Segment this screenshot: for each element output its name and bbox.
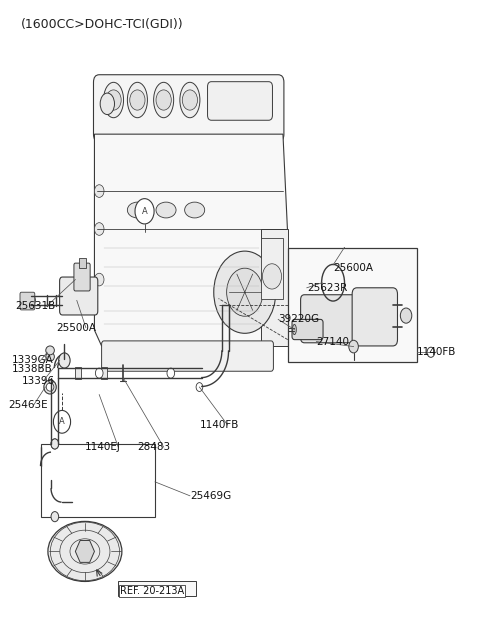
Ellipse shape	[46, 352, 54, 361]
Bar	[288, 248, 417, 362]
Text: REF. 20-213A: REF. 20-213A	[120, 585, 184, 596]
Bar	[75, 367, 81, 380]
Ellipse shape	[27, 294, 35, 307]
Circle shape	[95, 273, 104, 286]
Text: 27140: 27140	[316, 337, 349, 347]
FancyBboxPatch shape	[20, 292, 35, 310]
Ellipse shape	[48, 521, 122, 582]
Text: 25469G: 25469G	[190, 491, 231, 501]
FancyBboxPatch shape	[292, 319, 323, 340]
Circle shape	[51, 439, 59, 449]
Text: 25600A: 25600A	[333, 263, 373, 273]
Text: 25463E: 25463E	[9, 400, 48, 410]
Ellipse shape	[185, 202, 204, 218]
Circle shape	[400, 308, 412, 323]
Circle shape	[130, 90, 145, 110]
Circle shape	[53, 410, 71, 433]
Polygon shape	[95, 134, 288, 346]
Ellipse shape	[292, 324, 296, 335]
Circle shape	[95, 223, 104, 236]
FancyBboxPatch shape	[60, 277, 98, 315]
Text: A: A	[59, 417, 65, 426]
Text: 1140EJ: 1140EJ	[85, 442, 121, 452]
FancyBboxPatch shape	[118, 580, 196, 596]
Text: 25500A: 25500A	[56, 323, 96, 333]
Text: 13396: 13396	[22, 376, 55, 385]
Bar	[40, 444, 155, 517]
Circle shape	[263, 264, 281, 289]
Text: A: A	[142, 207, 147, 216]
FancyBboxPatch shape	[300, 295, 361, 343]
Text: 25623R: 25623R	[307, 283, 347, 293]
Circle shape	[227, 268, 263, 316]
Ellipse shape	[127, 83, 147, 117]
Text: 1339GA: 1339GA	[12, 356, 54, 366]
Circle shape	[196, 383, 203, 391]
Circle shape	[51, 439, 59, 449]
FancyBboxPatch shape	[94, 75, 284, 142]
Text: 39220G: 39220G	[278, 314, 319, 324]
Ellipse shape	[104, 83, 123, 117]
Circle shape	[349, 340, 359, 353]
Ellipse shape	[100, 93, 115, 114]
Ellipse shape	[46, 346, 54, 355]
Text: 1140FB: 1140FB	[199, 420, 239, 430]
Ellipse shape	[44, 380, 56, 394]
Circle shape	[59, 353, 70, 368]
Ellipse shape	[127, 202, 147, 218]
Ellipse shape	[180, 83, 200, 117]
Circle shape	[106, 90, 121, 110]
Circle shape	[135, 199, 154, 224]
Text: 1140FB: 1140FB	[417, 347, 456, 358]
Bar	[262, 239, 283, 298]
Text: 28483: 28483	[137, 442, 170, 452]
Ellipse shape	[46, 383, 54, 391]
FancyBboxPatch shape	[74, 263, 90, 291]
Ellipse shape	[156, 202, 176, 218]
Circle shape	[427, 347, 435, 358]
Circle shape	[96, 368, 103, 378]
Circle shape	[167, 368, 175, 378]
Bar	[101, 367, 107, 380]
Polygon shape	[75, 540, 95, 563]
FancyBboxPatch shape	[352, 288, 397, 346]
FancyBboxPatch shape	[207, 82, 273, 120]
Circle shape	[51, 512, 59, 522]
Text: (1600CC>DOHC-TCI(GDI)): (1600CC>DOHC-TCI(GDI))	[21, 18, 183, 31]
Text: 25631B: 25631B	[16, 301, 56, 311]
Circle shape	[156, 90, 171, 110]
Text: 1338BB: 1338BB	[12, 364, 53, 374]
Circle shape	[214, 251, 276, 333]
Bar	[262, 229, 288, 346]
FancyBboxPatch shape	[102, 341, 274, 371]
Circle shape	[95, 185, 104, 197]
Ellipse shape	[154, 83, 174, 117]
Circle shape	[182, 90, 198, 110]
Bar	[79, 258, 86, 268]
